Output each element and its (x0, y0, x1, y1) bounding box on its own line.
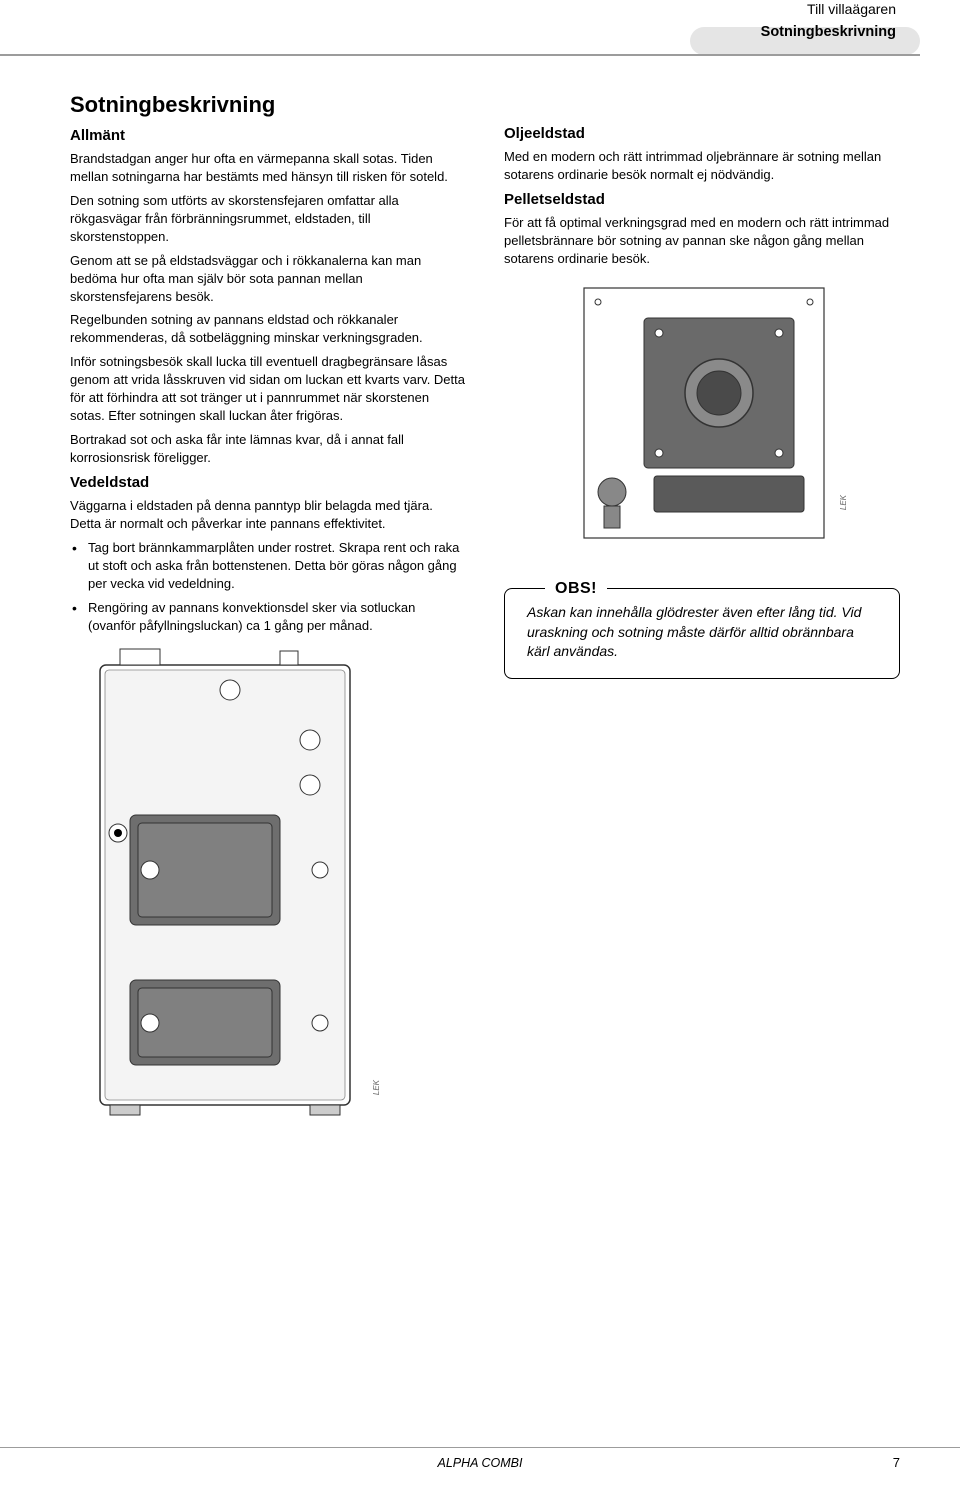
obs-callout: OBS! Askan kan innehålla glödrester även… (504, 588, 900, 679)
heading-oljeeldstad: Oljeeldstad (504, 124, 900, 144)
para-allmant-1: Brandstadgan anger hur ofta en värmepann… (70, 150, 466, 186)
footer-page-number: 7 (893, 1454, 960, 1472)
burner-illustration (564, 278, 844, 558)
header-right-block: Till villaägaren Sotningbeskrivning (761, 0, 920, 42)
boiler-figure-caption: LEK (372, 1080, 383, 1095)
obs-callout-text: Askan kan innehålla glödrester även efte… (527, 604, 861, 659)
page-body: Sotningbeskrivning Allmänt Brandstadgan … (0, 90, 960, 1125)
header-section-text: Sotningbeskrivning (761, 23, 900, 43)
para-allmant-3: Genom att se på eldstadsväggar och i rök… (70, 252, 466, 306)
header-tab-bar: Till villaägaren Sotningbeskrivning (0, 0, 960, 60)
right-column: Oljeeldstad Med en modern och rätt intri… (504, 90, 900, 1125)
page-footer: ALPHA COMBI 7 (0, 1447, 960, 1472)
para-allmant-4: Regelbunden sotning av pannans eldstad o… (70, 311, 466, 347)
para-ved-1: Väggarna i eldstaden på denna panntyp bl… (70, 497, 466, 533)
para-allmant-6: Bortrakad sot och aska får inte lämnas k… (70, 431, 466, 467)
header-rule-line (0, 54, 920, 56)
ved-bullet-1: Tag bort brännkammarplåten under rostret… (70, 539, 466, 593)
para-allmant-2: Den sotning som utförts av skorstensfeja… (70, 192, 466, 246)
header-rule (0, 46, 920, 64)
ved-bullet-list: Tag bort brännkammarplåten under rostret… (70, 539, 466, 635)
header-audience-text: Till villaägaren (761, 0, 900, 19)
obs-callout-label: OBS! (545, 578, 607, 600)
para-olje-1: Med en modern och rätt intrimmad oljebrä… (504, 148, 900, 184)
burner-figure-wrap: LEK (504, 278, 900, 558)
heading-allmant: Allmänt (70, 126, 466, 146)
heading-vedeldstad: Vedeldstad (70, 473, 466, 493)
left-column: Sotningbeskrivning Allmänt Brandstadgan … (70, 90, 466, 1125)
para-allmant-5: Inför sotningsbesök skall lucka till eve… (70, 353, 466, 425)
para-pellet-1: För att få optimal verkningsgrad med en … (504, 214, 900, 268)
ved-bullet-2: Rengöring av pannans konvektionsdel sker… (70, 599, 466, 635)
boiler-illustration (70, 645, 390, 1125)
footer-product-name: ALPHA COMBI (0, 1455, 960, 1472)
boiler-figure-wrap: LEK (70, 645, 466, 1125)
burner-figure-caption: LEK (839, 495, 850, 510)
page-title: Sotningbeskrivning (70, 90, 466, 120)
heading-pelletseldstad: Pelletseldstad (504, 190, 900, 210)
